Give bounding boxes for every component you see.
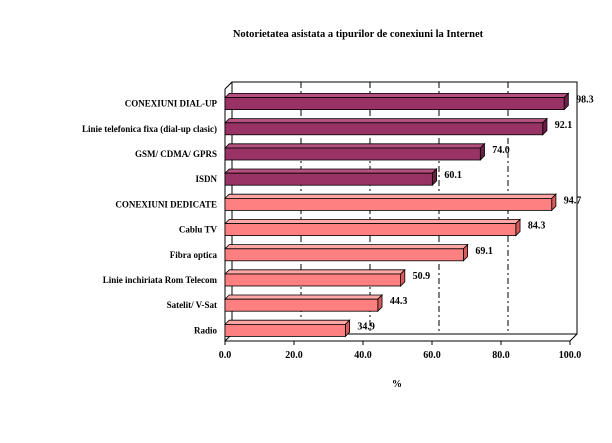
category-labels: CONEXIUNI DIAL-UP Linie telefonica fixa (… [82, 99, 217, 336]
chart-title: Notorietatea asistata a tipurilor de con… [233, 29, 484, 40]
x-axis-label: % [392, 379, 402, 390]
value-label: 74.0 [492, 145, 510, 156]
bar [224, 117, 548, 136]
category-label: Cablu TV [179, 225, 218, 235]
category-label: ISDN [195, 174, 217, 184]
category-label: GSM/ CDMA/ GPRS [135, 149, 217, 159]
x-tick-label: 0.0 [219, 350, 232, 361]
x-tick-label: 100.0 [559, 350, 582, 361]
bar [224, 243, 469, 262]
bar [224, 218, 522, 237]
bar [224, 319, 351, 338]
category-label: Fibra optica [170, 250, 218, 260]
value-label: 92.1 [555, 120, 573, 131]
value-label: 60.1 [444, 170, 462, 181]
bar [224, 294, 384, 313]
category-label: Linie telefonica fixa (dial-up clasic) [82, 124, 217, 134]
x-tick-label: 60.0 [423, 350, 441, 361]
x-tick-label: 40.0 [354, 350, 372, 361]
value-label: 98.3 [576, 95, 594, 106]
category-label: CONEXIUNI DEDICATE [115, 199, 217, 209]
bars [224, 92, 570, 338]
value-label: 94.7 [564, 195, 582, 206]
x-tick-label: 80.0 [492, 350, 510, 361]
value-label: 34.9 [357, 321, 375, 332]
bar [224, 142, 486, 161]
value-labels: 98.3 92.1 74.0 60.1 94.7 84.3 69.1 50.9 44.3 34.9 [357, 95, 593, 333]
category-label: Radio [194, 325, 218, 335]
bar [224, 268, 406, 287]
category-label: Satelit/ V-Sat [167, 300, 217, 310]
bar [224, 168, 438, 187]
x-axis: 0.0 20.0 40.0 60.0 80.0 100.0 [219, 341, 582, 361]
x-tick-label: 20.0 [285, 350, 303, 361]
category-label: CONEXIUNI DIAL-UP [125, 99, 218, 109]
value-label: 44.3 [390, 296, 408, 307]
category-label: Linie inchiriata Rom Telecom [103, 275, 218, 285]
bar [224, 193, 557, 212]
value-label: 69.1 [475, 246, 493, 257]
value-label: 50.9 [413, 271, 431, 282]
value-label: 84.3 [528, 221, 546, 232]
bar [224, 92, 570, 111]
